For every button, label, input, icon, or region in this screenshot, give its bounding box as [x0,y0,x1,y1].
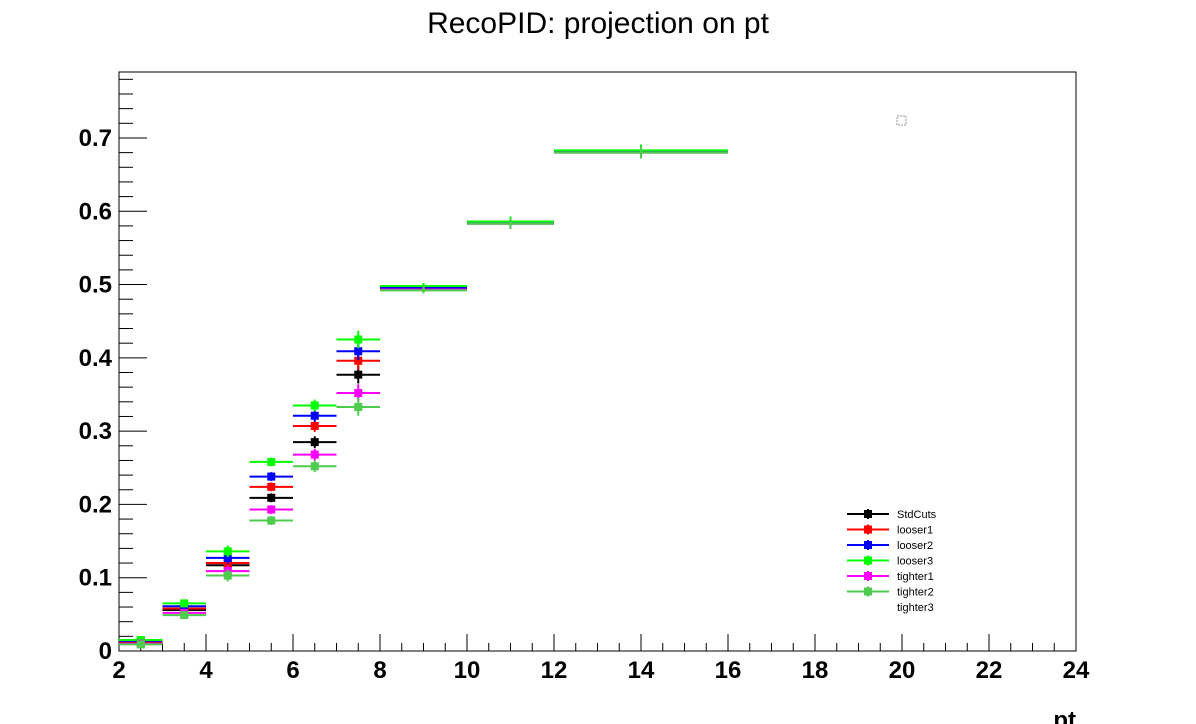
legend: StdCuts looser1 looser2 looser3 tighter1 tigh… [847,509,937,614]
data-point [509,222,512,226]
data-point [354,370,363,379]
legend-label: looser3 [897,556,933,568]
legend-label: looser1 [897,525,933,537]
data-point [354,347,363,356]
legend-item-looser1: looser1 [847,524,933,537]
data-point [223,571,232,580]
chart-title: RecoPID: projection on pt [427,7,770,40]
plot-area [119,144,728,649]
legend-box-marker [896,115,907,126]
legend-marker [864,556,872,565]
series-looser3 [119,144,728,645]
data-point [422,288,425,292]
data-point [422,284,425,288]
data-point [267,482,276,491]
data-point [267,457,276,466]
data-point [180,611,189,620]
series-tighter2 [119,146,728,649]
x-tick-label: 16 [715,657,742,684]
data-point [267,516,276,525]
y-tick-label: 0.4 [79,345,113,372]
y-tick-label: 0 [99,638,112,665]
x-tick-label: 8 [373,657,386,684]
legend-item-tighter3: tighter3 [897,602,934,614]
data-point [310,462,319,471]
y-tick-label: 0.6 [79,198,112,225]
x-tick-label: 22 [976,657,1003,684]
legend-marker [864,510,872,518]
y-tick-label: 0.5 [79,272,112,299]
legend-label: tighter3 [897,602,934,614]
data-point [310,450,319,459]
x-tick-label: 24 [1063,657,1090,684]
x-tick-label: 18 [802,657,829,684]
legend-item-tighter2: tighter2 [847,586,934,599]
data-point [180,599,189,608]
data-point [310,438,319,447]
y-tick-label: 0.2 [79,491,112,518]
legend-label: tighter2 [897,587,934,599]
legend-marker [864,541,872,549]
x-tick-label: 4 [199,657,213,684]
data-point [267,505,276,514]
legend-item-looser3: looser3 [847,555,933,568]
data-point [310,411,319,420]
data-point [354,389,363,398]
legend-label: looser2 [897,540,933,552]
x-tick-label: 6 [286,657,299,684]
data-point [223,547,232,556]
data-point [310,421,319,430]
x-tick-label: 10 [454,657,481,684]
legend-label: StdCuts [897,509,937,521]
data-point [267,472,276,481]
legend-item-StdCuts: StdCuts [847,509,937,521]
x-axis-title: pt [1053,707,1076,724]
data-point [136,640,145,649]
legend-label: tighter1 [897,571,934,583]
legend-item-tighter1: tighter1 [847,571,934,583]
legend-marker [864,525,872,534]
data-point [354,402,363,411]
x-tick-label: 20 [889,657,916,684]
x-tick-label: 14 [628,657,655,684]
data-point [354,356,363,365]
data-point [354,335,363,344]
x-tick-label: 12 [541,657,568,684]
y-tick-label: 0.1 [79,565,112,592]
y-tick-label: 0.3 [79,418,112,445]
data-point [267,493,276,502]
legend-marker [864,572,872,580]
legend-marker [864,587,872,596]
data-point [310,401,319,410]
data-point [639,151,643,155]
data-point [223,553,232,562]
y-tick-label: 0.7 [79,125,112,152]
axes: 2 4 6 8 10 12 14 16 18 20 22 2400.10.20.30.40.50.60… [79,71,1090,684]
x-tick-label: 2 [112,657,125,684]
legend-item-looser2: looser2 [847,540,933,552]
